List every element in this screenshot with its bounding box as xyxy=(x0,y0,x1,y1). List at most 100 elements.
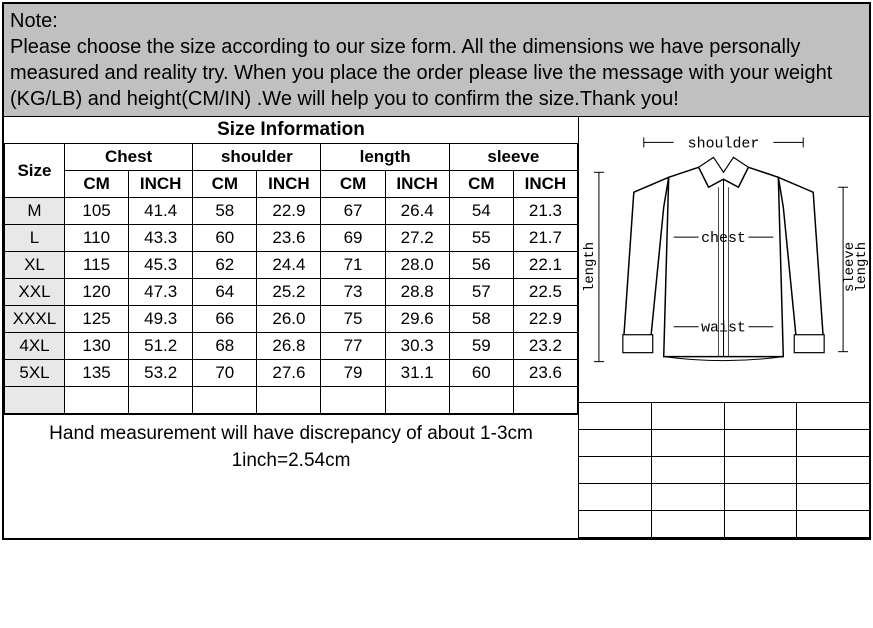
footer-note: Hand measurement will have discrepancy o… xyxy=(4,414,578,480)
empty-cell xyxy=(579,430,652,457)
value-cell: 27.2 xyxy=(385,225,449,252)
value-cell: 115 xyxy=(64,252,128,279)
table-title: Size Information xyxy=(4,117,578,143)
empty-cell xyxy=(129,387,193,414)
empty-cell xyxy=(652,403,725,430)
empty-cell xyxy=(385,387,449,414)
value-cell: 59 xyxy=(449,333,513,360)
value-cell: 58 xyxy=(193,198,257,225)
size-cell: 4XL xyxy=(5,333,65,360)
table-row: L11043.36023.66927.25521.7 xyxy=(5,225,578,252)
value-cell: 21.3 xyxy=(513,198,577,225)
empty-cell xyxy=(579,403,652,430)
empty-cell xyxy=(725,457,798,484)
unit-inch: INCH xyxy=(129,171,193,198)
value-cell: 60 xyxy=(193,225,257,252)
size-cell: XXL xyxy=(5,279,65,306)
value-cell: 26.4 xyxy=(385,198,449,225)
value-cell: 66 xyxy=(193,306,257,333)
note-body: Please choose the size according to our … xyxy=(10,34,863,112)
size-cell: XXXL xyxy=(5,306,65,333)
unit-cm: CM xyxy=(64,171,128,198)
size-cell: M xyxy=(5,198,65,225)
value-cell: 57 xyxy=(449,279,513,306)
size-header: Size xyxy=(5,144,65,198)
footer-line-1: Hand measurement will have discrepancy o… xyxy=(8,421,574,448)
value-cell: 130 xyxy=(64,333,128,360)
unit-cm: CM xyxy=(449,171,513,198)
value-cell: 28.0 xyxy=(385,252,449,279)
value-cell: 22.9 xyxy=(257,198,321,225)
empty-cell xyxy=(725,430,798,457)
value-cell: 58 xyxy=(449,306,513,333)
unit-inch: INCH xyxy=(513,171,577,198)
empty-cell xyxy=(725,484,798,511)
value-cell: 47.3 xyxy=(129,279,193,306)
value-cell: 77 xyxy=(321,333,385,360)
table-header-row-1: Size Chest shoulder length sleeve xyxy=(5,144,578,171)
unit-inch: INCH xyxy=(385,171,449,198)
value-cell: 26.0 xyxy=(257,306,321,333)
table-row: XL11545.36224.47128.05622.1 xyxy=(5,252,578,279)
note-title: Note: xyxy=(10,8,863,34)
value-cell: 73 xyxy=(321,279,385,306)
value-cell: 68 xyxy=(193,333,257,360)
empty-cell xyxy=(652,511,725,538)
label-chest: chest xyxy=(701,231,746,247)
value-cell: 28.8 xyxy=(385,279,449,306)
value-cell: 30.3 xyxy=(385,333,449,360)
empty-cell xyxy=(652,484,725,511)
size-chart-container: Note: Please choose the size according t… xyxy=(2,2,871,540)
diagram-empty-grid xyxy=(579,402,869,538)
value-cell: 23.6 xyxy=(257,225,321,252)
value-cell: 22.5 xyxy=(513,279,577,306)
size-cell: L xyxy=(5,225,65,252)
value-cell: 71 xyxy=(321,252,385,279)
value-cell: 70 xyxy=(193,360,257,387)
empty-cell xyxy=(652,430,725,457)
table-row: XXL12047.36425.27328.85722.5 xyxy=(5,279,578,306)
empty-cell xyxy=(64,387,128,414)
value-cell: 56 xyxy=(449,252,513,279)
value-cell: 55 xyxy=(449,225,513,252)
value-cell: 21.7 xyxy=(513,225,577,252)
value-cell: 24.4 xyxy=(257,252,321,279)
empty-cell xyxy=(797,457,869,484)
value-cell: 31.1 xyxy=(385,360,449,387)
value-cell: 54 xyxy=(449,198,513,225)
value-cell: 41.4 xyxy=(129,198,193,225)
diagram-section: shoulder xyxy=(578,117,869,538)
label-waist: waist xyxy=(701,321,746,337)
value-cell: 27.6 xyxy=(257,360,321,387)
value-cell: 53.2 xyxy=(129,360,193,387)
shirt-diagram: shoulder xyxy=(579,117,869,397)
size-table: Size Chest shoulder length sleeve CM INC… xyxy=(4,143,578,414)
empty-cell xyxy=(797,484,869,511)
empty-cell xyxy=(579,511,652,538)
value-cell: 120 xyxy=(64,279,128,306)
size-cell: XL xyxy=(5,252,65,279)
value-cell: 22.1 xyxy=(513,252,577,279)
value-cell: 67 xyxy=(321,198,385,225)
empty-cell xyxy=(513,387,577,414)
value-cell: 49.3 xyxy=(129,306,193,333)
empty-cell xyxy=(449,387,513,414)
table-row: XXXL12549.36626.07529.65822.9 xyxy=(5,306,578,333)
value-cell: 79 xyxy=(321,360,385,387)
table-row: M10541.45822.96726.45421.3 xyxy=(5,198,578,225)
group-length: length xyxy=(321,144,449,171)
value-cell: 25.2 xyxy=(257,279,321,306)
empty-cell xyxy=(797,430,869,457)
table-section: Size Information Size Chest shoulder len… xyxy=(4,117,578,538)
value-cell: 45.3 xyxy=(129,252,193,279)
group-sleeve: sleeve xyxy=(449,144,577,171)
unit-inch: INCH xyxy=(257,171,321,198)
value-cell: 23.6 xyxy=(513,360,577,387)
unit-cm: CM xyxy=(321,171,385,198)
empty-cell xyxy=(193,387,257,414)
value-cell: 69 xyxy=(321,225,385,252)
empty-cell xyxy=(725,511,798,538)
label-shoulder: shoulder xyxy=(688,136,760,152)
value-cell: 135 xyxy=(64,360,128,387)
value-cell: 110 xyxy=(64,225,128,252)
